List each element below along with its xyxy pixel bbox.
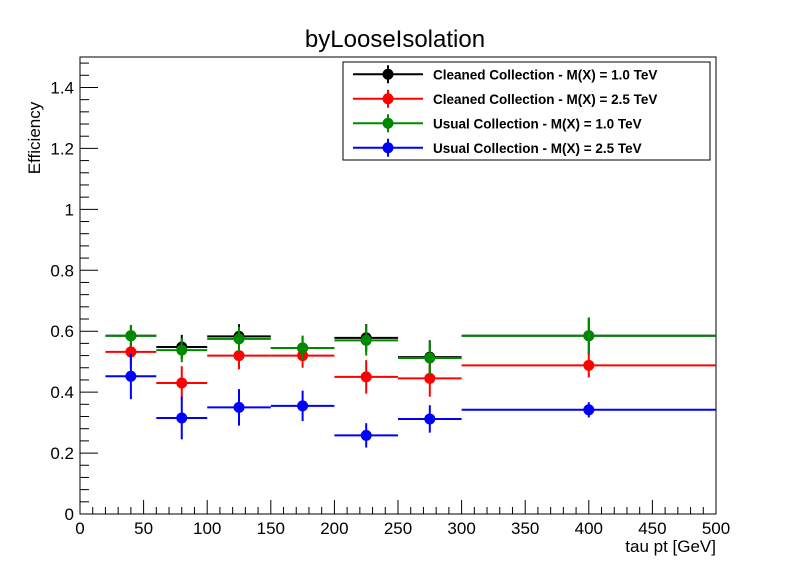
x-tick-label: 250 [384,519,412,538]
data-point [583,330,595,342]
y-axis-label: Efficiency [25,101,44,174]
data-point [583,359,595,371]
data-point [125,370,137,382]
y-tick-label: 0.4 [50,383,74,402]
legend-entry-label: Cleaned Collection - M(X) = 2.5 TeV [433,92,657,107]
x-axis-label: tau pt [GeV] [625,537,716,556]
x-tick-label: 50 [134,519,153,538]
data-point [125,330,137,342]
legend-entry-label: Cleaned Collection - M(X) = 1.0 TeV [433,67,657,82]
y-tick-label: 1.2 [50,139,74,158]
legend-marker [382,142,394,154]
data-point [297,400,309,412]
data-series [105,336,716,400]
data-point [176,377,188,389]
data-point [233,401,245,413]
legend-marker [382,68,394,80]
legend-box [342,61,711,161]
y-tick-label: 0.2 [50,444,74,463]
x-tick-label: 150 [257,519,285,538]
y-tick-label: 0.8 [50,261,74,280]
legend-entry-label: Usual Collection - M(X) = 1.0 TeV [433,116,642,131]
x-tick-label: 350 [511,519,539,538]
data-point [233,333,245,345]
y-tick-label: 1 [65,200,74,219]
data-series [105,317,716,375]
data-point [176,412,188,424]
chart-title: byLooseIsolation [305,26,485,53]
data-series [105,353,716,448]
x-tick-label: 200 [320,519,348,538]
y-tick-label: 0 [65,505,74,524]
data-point [360,429,372,441]
data-point [233,350,245,362]
data-point [424,352,436,364]
data-point [176,344,188,356]
x-tick-label: 500 [702,519,730,538]
x-tick-label: 450 [638,519,666,538]
data-point [583,404,595,416]
y-tick-label: 1.4 [50,78,74,97]
x-tick-label: 400 [575,519,603,538]
legend-marker [382,93,394,105]
legend-marker [382,117,394,129]
x-tick-label: 0 [75,519,84,538]
data-point [424,413,436,425]
data-point [125,346,137,358]
data-point [360,334,372,346]
x-tick-label: 300 [447,519,475,538]
y-tick-label: 0.6 [50,322,74,341]
data-point [424,372,436,384]
data-point [360,371,372,383]
x-tick-label: 100 [193,519,221,538]
legend: Cleaned Collection - M(X) = 1.0 TeV Clean… [342,61,711,161]
data-point [297,342,309,354]
legend-entry-label: Usual Collection - M(X) = 2.5 TeV [433,141,642,156]
